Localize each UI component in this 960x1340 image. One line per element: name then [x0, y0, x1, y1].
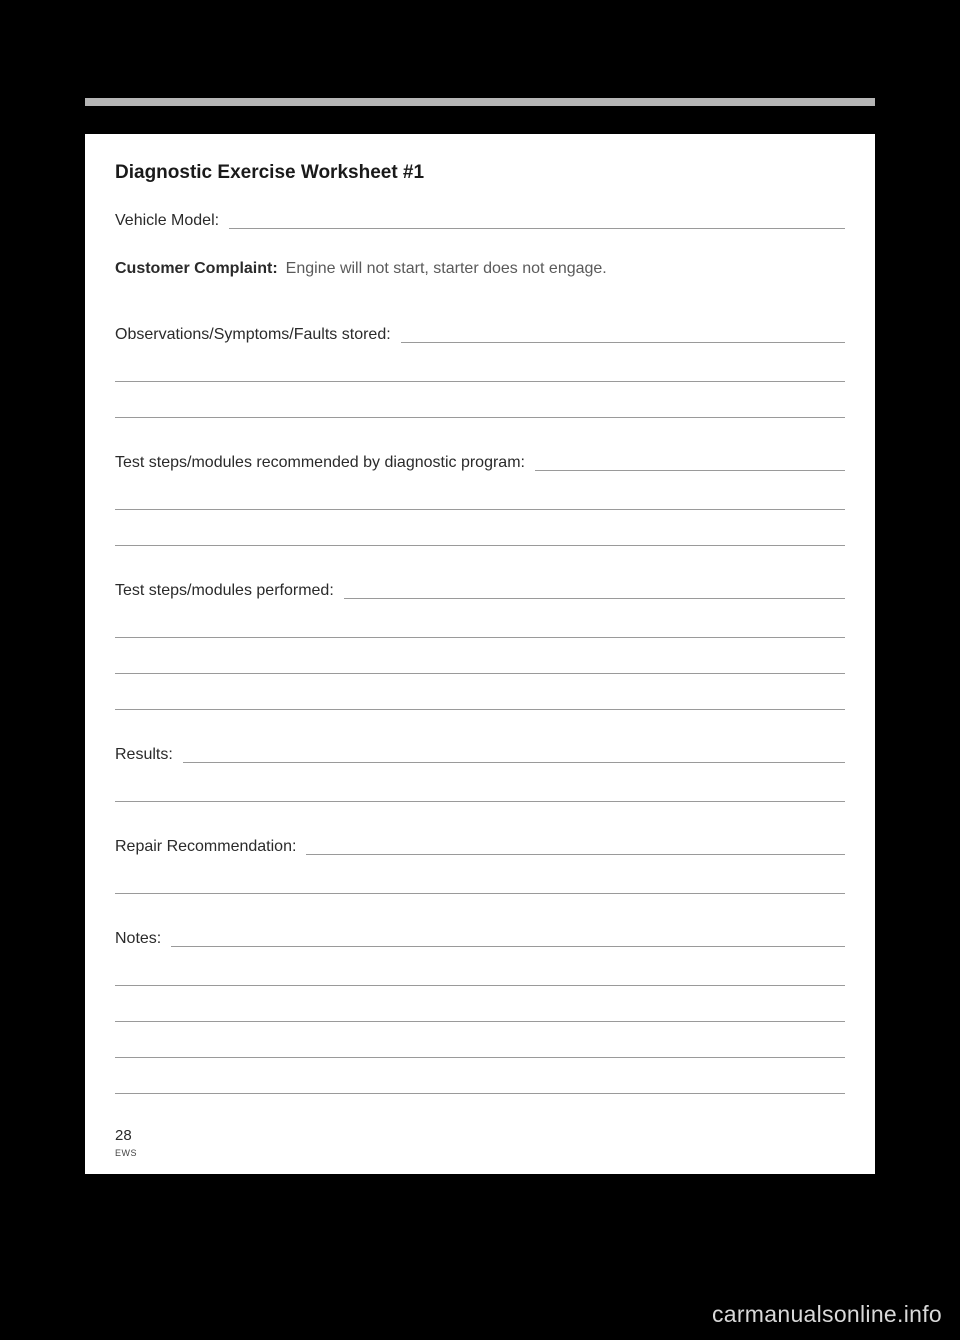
header-divider [85, 98, 875, 106]
form-line [115, 986, 845, 1022]
form-line [171, 946, 845, 947]
worksheet-content: Diagnostic Exercise Worksheet #1 Vehicle… [85, 134, 875, 1174]
observations-label: Observations/Symptoms/Faults stored: [115, 326, 401, 346]
customer-complaint-text: Engine will not start, starter does not … [286, 260, 607, 278]
form-line [115, 950, 845, 986]
test-recommended-section: Test steps/modules recommended by diagno… [115, 454, 845, 546]
form-line [115, 858, 845, 894]
vehicle-model-row: Vehicle Model: [115, 212, 845, 232]
worksheet-title: Diagnostic Exercise Worksheet #1 [115, 162, 845, 184]
test-recommended-label: Test steps/modules recommended by diagno… [115, 454, 535, 474]
test-performed-label: Test steps/modules performed: [115, 582, 344, 602]
form-line [306, 854, 845, 855]
form-line [115, 510, 845, 546]
form-line [115, 674, 845, 710]
page-number: 28 [115, 1127, 132, 1144]
test-performed-section: Test steps/modules performed: [115, 582, 845, 710]
watermark-text: carmanualsonline.info [712, 1301, 942, 1328]
observations-section: Observations/Symptoms/Faults stored: [115, 326, 845, 418]
page-background: Diagnostic Exercise Worksheet #1 Vehicle… [0, 98, 960, 1340]
form-line [115, 474, 845, 510]
form-line [115, 1022, 845, 1058]
form-line [115, 346, 845, 382]
customer-complaint-row: Customer Complaint: Engine will not star… [115, 260, 845, 278]
form-line [115, 382, 845, 418]
system-code: EWS [115, 1148, 137, 1158]
form-line [183, 762, 845, 763]
form-line [535, 470, 845, 471]
repair-section: Repair Recommendation: [115, 838, 845, 894]
form-line [115, 1058, 845, 1094]
vehicle-model-label: Vehicle Model: [115, 212, 229, 232]
notes-label: Notes: [115, 930, 171, 950]
form-line [115, 766, 845, 802]
customer-complaint-label: Customer Complaint: [115, 260, 286, 278]
vehicle-model-line [229, 228, 845, 229]
form-line [344, 598, 845, 599]
form-line [115, 602, 845, 638]
repair-label: Repair Recommendation: [115, 838, 306, 858]
form-line [401, 342, 845, 343]
results-label: Results: [115, 746, 183, 766]
notes-section: Notes: [115, 930, 845, 1094]
form-line [115, 638, 845, 674]
results-section: Results: [115, 746, 845, 802]
